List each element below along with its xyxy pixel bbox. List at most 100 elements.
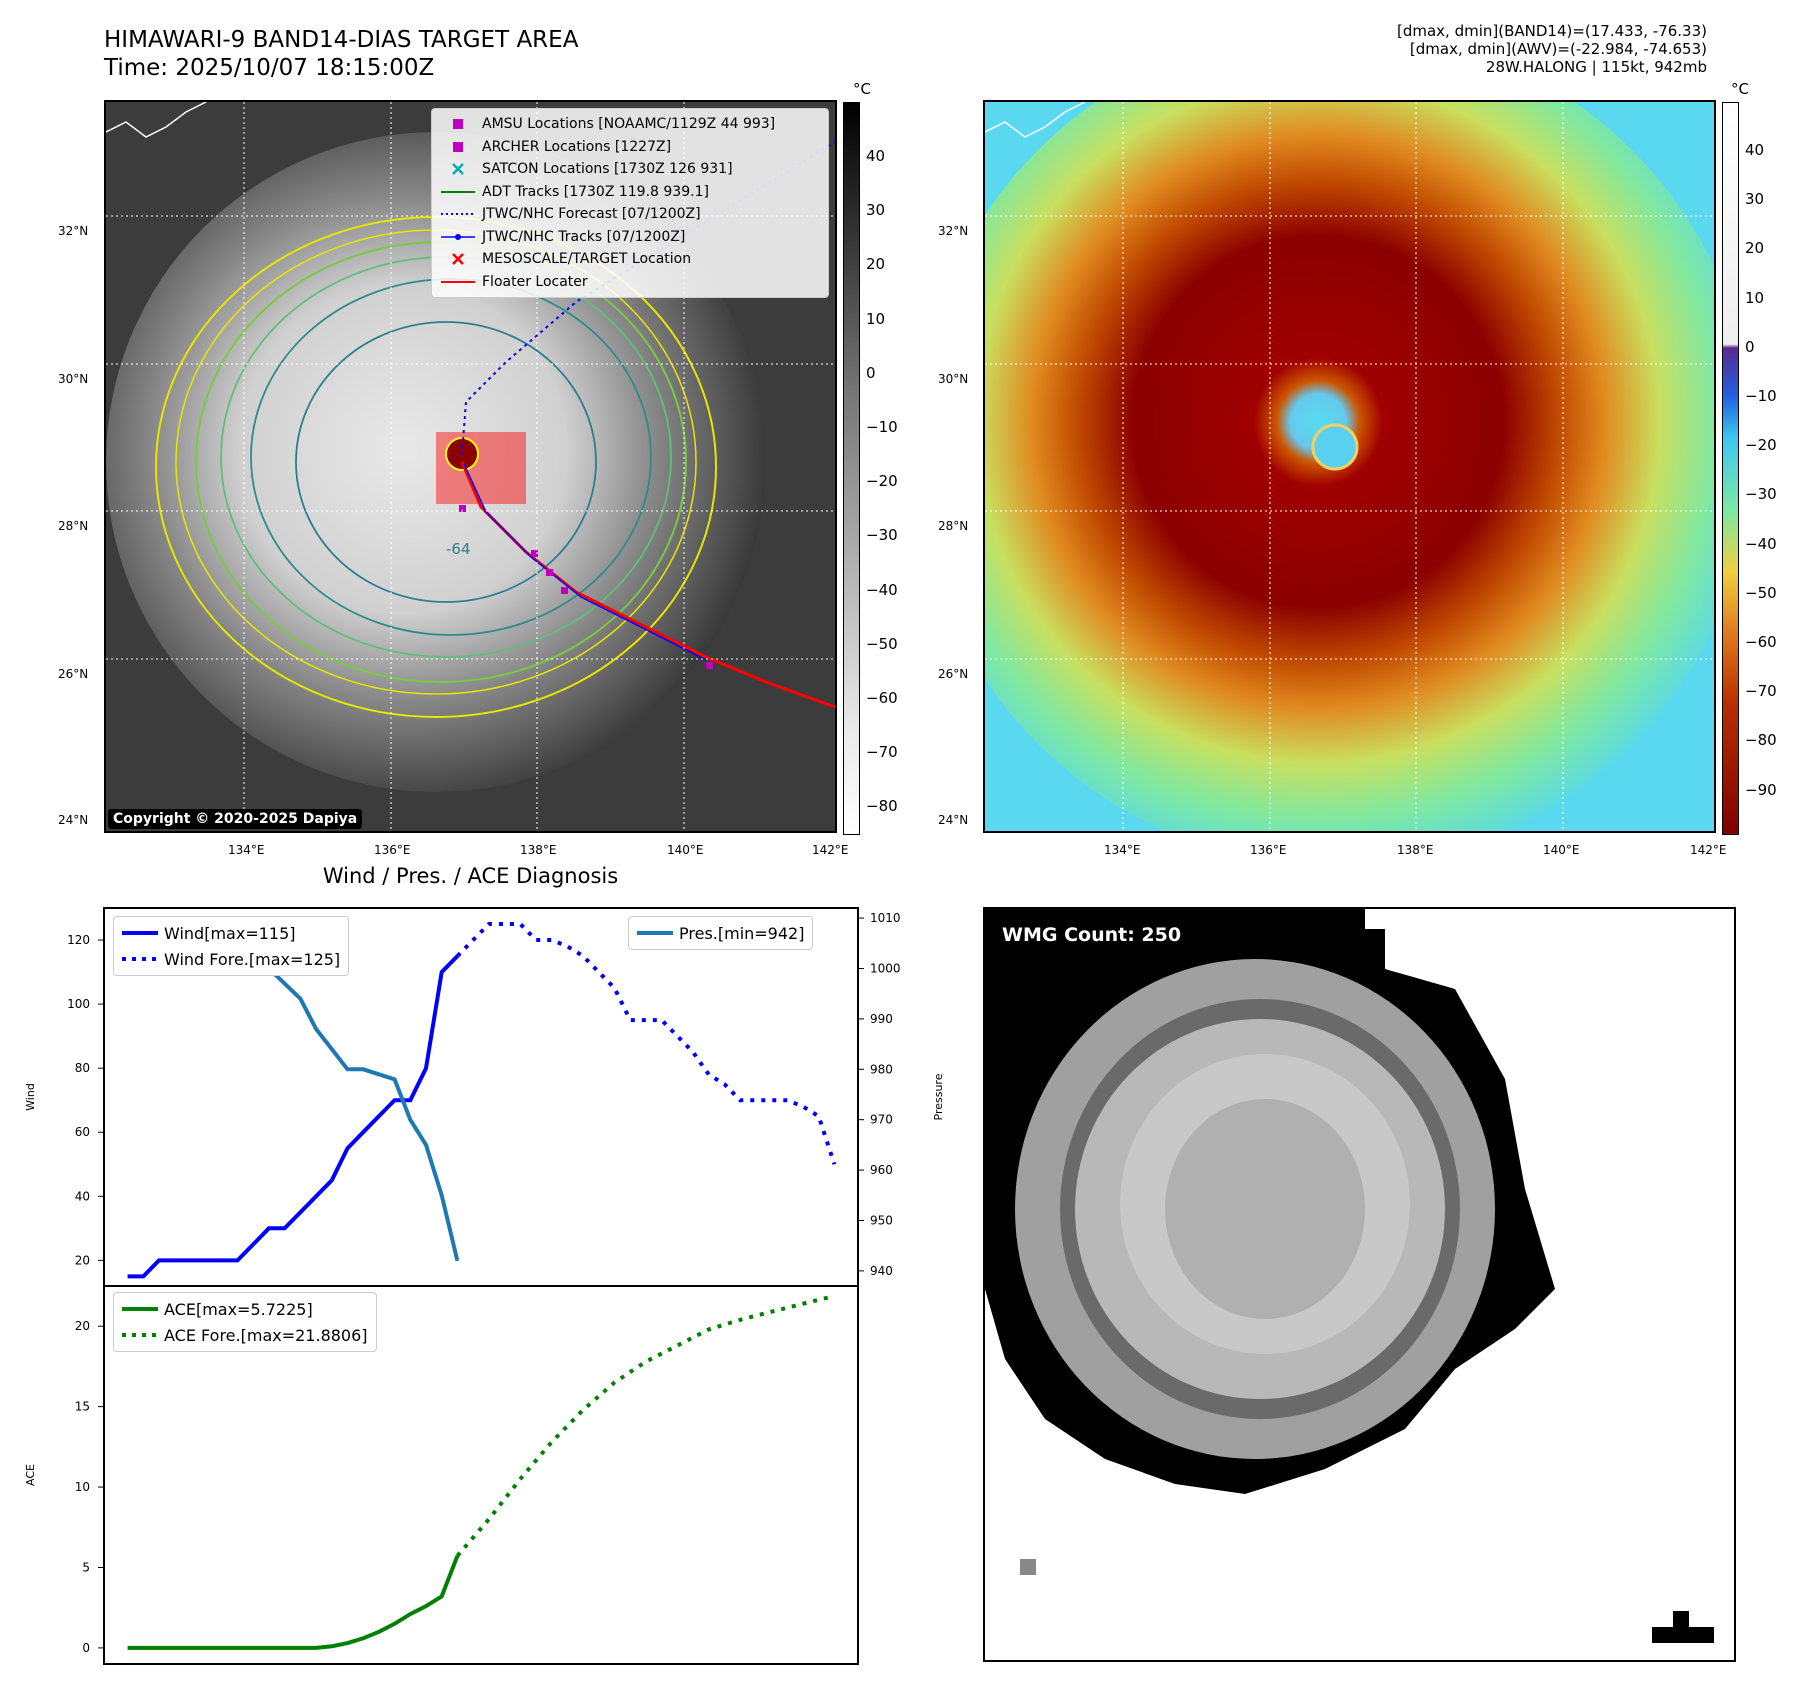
info-header: [dmax, dmin](BAND14)=(17.433, -76.33) [d… xyxy=(1397,22,1707,76)
legend-marker xyxy=(440,211,476,217)
lat-label: 24°N xyxy=(58,813,89,827)
gray-colorbar-unit: °C xyxy=(853,80,871,98)
lon-label: 136°E xyxy=(374,843,411,857)
title-line2: Time: 2025/10/07 18:15:00Z xyxy=(104,55,435,81)
legend-label: JTWC/NHC Tracks [07/1200Z] xyxy=(482,228,686,245)
legend-label: JTWC/NHC Forecast [07/1200Z] xyxy=(482,206,701,223)
series-line xyxy=(455,1294,835,1558)
legend-label: AMSU Locations [NOAAMC/1129Z 44 993] xyxy=(482,116,776,133)
y-tick-label: 0 xyxy=(82,1641,90,1655)
colorbar-tick: −20 xyxy=(866,472,898,491)
colorbar-tick: 40 xyxy=(866,147,886,165)
legend-marker xyxy=(440,253,476,266)
legend-label: ARCHER Locations [1227Z] xyxy=(482,138,672,155)
colorbar-tick: −70 xyxy=(1745,682,1777,701)
legend-label: MESOSCALE/TARGET Location xyxy=(482,251,692,268)
coastline xyxy=(106,102,207,138)
y-tick-label: 10 xyxy=(75,1480,90,1494)
y-axis-label: ACE xyxy=(24,1464,37,1486)
map-gridlines xyxy=(985,102,1714,831)
colorbar-tick: −60 xyxy=(866,689,898,707)
legend-marker xyxy=(440,189,476,195)
legend-entry: Wind[max=115] xyxy=(122,920,340,946)
y-tick-label: 5 xyxy=(82,1560,90,1574)
legend-marker xyxy=(637,930,673,936)
coastline xyxy=(985,102,1086,138)
colorbar-tick: 30 xyxy=(866,201,886,220)
y-right-tick-label: 1000 xyxy=(870,961,901,975)
legend-label: SATCON Locations [1730Z 126 931] xyxy=(482,161,733,178)
colorbar-tick: −50 xyxy=(866,634,898,653)
colorbar-tick: 30 xyxy=(1745,190,1765,209)
colorbar-tick: −40 xyxy=(866,580,898,599)
lat-label: 32°N xyxy=(938,224,969,238)
colorbar-tick: 20 xyxy=(866,255,886,274)
legend-marker xyxy=(440,119,476,130)
legend-marker xyxy=(122,1332,158,1338)
contour-label: -64 xyxy=(446,540,471,558)
legend-marker xyxy=(440,279,476,285)
wmg-map xyxy=(985,909,1734,1660)
lon-label: 142°E xyxy=(1690,843,1727,857)
colorbar-tick: 0 xyxy=(1745,337,1755,356)
legend-label: Pres.[min=942] xyxy=(679,923,805,943)
colorbar-tick: −10 xyxy=(866,418,898,436)
diagnosis-title: Wind / Pres. / ACE Diagnosis xyxy=(322,864,619,888)
amsu-markers xyxy=(459,505,713,669)
legend-entry: JTWC/NHC Forecast [07/1200Z] xyxy=(440,203,820,226)
legend-marker xyxy=(122,1306,158,1312)
colorbar-tick: 40 xyxy=(1745,141,1765,159)
info-line1: [dmax, dmin](BAND14)=(17.433, -76.33) xyxy=(1396,22,1707,40)
lat-label: 26°N xyxy=(938,667,969,681)
legend-label: ACE Fore.[max=21.8806] xyxy=(164,1325,368,1345)
y-tick-label: 15 xyxy=(75,1400,90,1414)
y-tick-label: 20 xyxy=(75,1319,90,1333)
y-tick-label: 60 xyxy=(75,1125,90,1139)
colorbar-tick: −80 xyxy=(866,797,898,816)
legend-marker xyxy=(440,163,476,176)
y-tick-label: 80 xyxy=(75,1061,90,1075)
lon-label: 140°E xyxy=(1543,843,1580,857)
legend-entry: ARCHER Locations [1227Z] xyxy=(440,136,820,159)
y-right-tick-label: 980 xyxy=(870,1062,893,1076)
colorbar-tick: −90 xyxy=(1745,780,1777,799)
legend-marker xyxy=(122,956,158,962)
band14-map-panel: -64 AMSU Locations [NOAAMC/1129Z 44 993]… xyxy=(104,100,837,833)
legend-marker xyxy=(440,141,476,152)
y-right-tick-label: 990 xyxy=(870,1012,893,1026)
color-colorbar-unit: °C xyxy=(1731,80,1749,98)
series-line xyxy=(127,1555,460,1650)
lon-label: 142°E xyxy=(812,843,849,857)
legend-marker xyxy=(122,930,158,936)
lon-label: 140°E xyxy=(667,843,704,857)
copyright-badge: Copyright © 2020-2025 Dapiya xyxy=(108,809,363,829)
lon-label: 138°E xyxy=(520,843,557,857)
awv-map-panel xyxy=(983,100,1716,833)
colorbar-tick: 20 xyxy=(1745,239,1765,258)
legend-entry: Floater Locater xyxy=(440,271,820,294)
legend-entry: SATCON Locations [1730Z 126 931] xyxy=(440,158,820,181)
lon-label: 136°E xyxy=(1250,843,1287,857)
lat-label: 30°N xyxy=(58,372,89,386)
legend-entry: ACE Fore.[max=21.8806] xyxy=(122,1322,368,1348)
wmg-panel: WMG Count: 250 xyxy=(983,907,1736,1662)
colorbar-tick: −50 xyxy=(1745,583,1777,602)
y-right-tick-label: 970 xyxy=(870,1113,893,1127)
y-axis-label: Wind xyxy=(24,1083,37,1111)
legend-entry: ADT Tracks [1730Z 119.8 939.1] xyxy=(440,181,820,204)
title-line1: HIMAWARI-9 BAND14-DIAS TARGET AREA xyxy=(104,27,579,53)
y-right-tick-label: 940 xyxy=(870,1264,893,1278)
band14-legend: AMSU Locations [NOAAMC/1129Z 44 993] ARCH… xyxy=(431,108,829,298)
y-tick-label: 20 xyxy=(75,1253,90,1267)
legend-entry: Wind Fore.[max=125] xyxy=(122,946,340,972)
lat-label: 32°N xyxy=(58,224,89,238)
series-line xyxy=(455,922,837,1165)
wind-legend: Wind[max=115] Wind Fore.[max=125] xyxy=(113,916,350,976)
wmg-count-badge: WMG Count: 250 xyxy=(995,921,1189,949)
legend-entry: Pres.[min=942] xyxy=(637,920,804,946)
colorbar-tick: −30 xyxy=(866,526,898,545)
y-tick-label: 100 xyxy=(67,997,90,1011)
y-right-tick-label: 1010 xyxy=(870,911,901,925)
eye xyxy=(1311,423,1359,471)
ace-legend: ACE[max=5.7225] ACE Fore.[max=21.8806] xyxy=(113,1292,377,1352)
